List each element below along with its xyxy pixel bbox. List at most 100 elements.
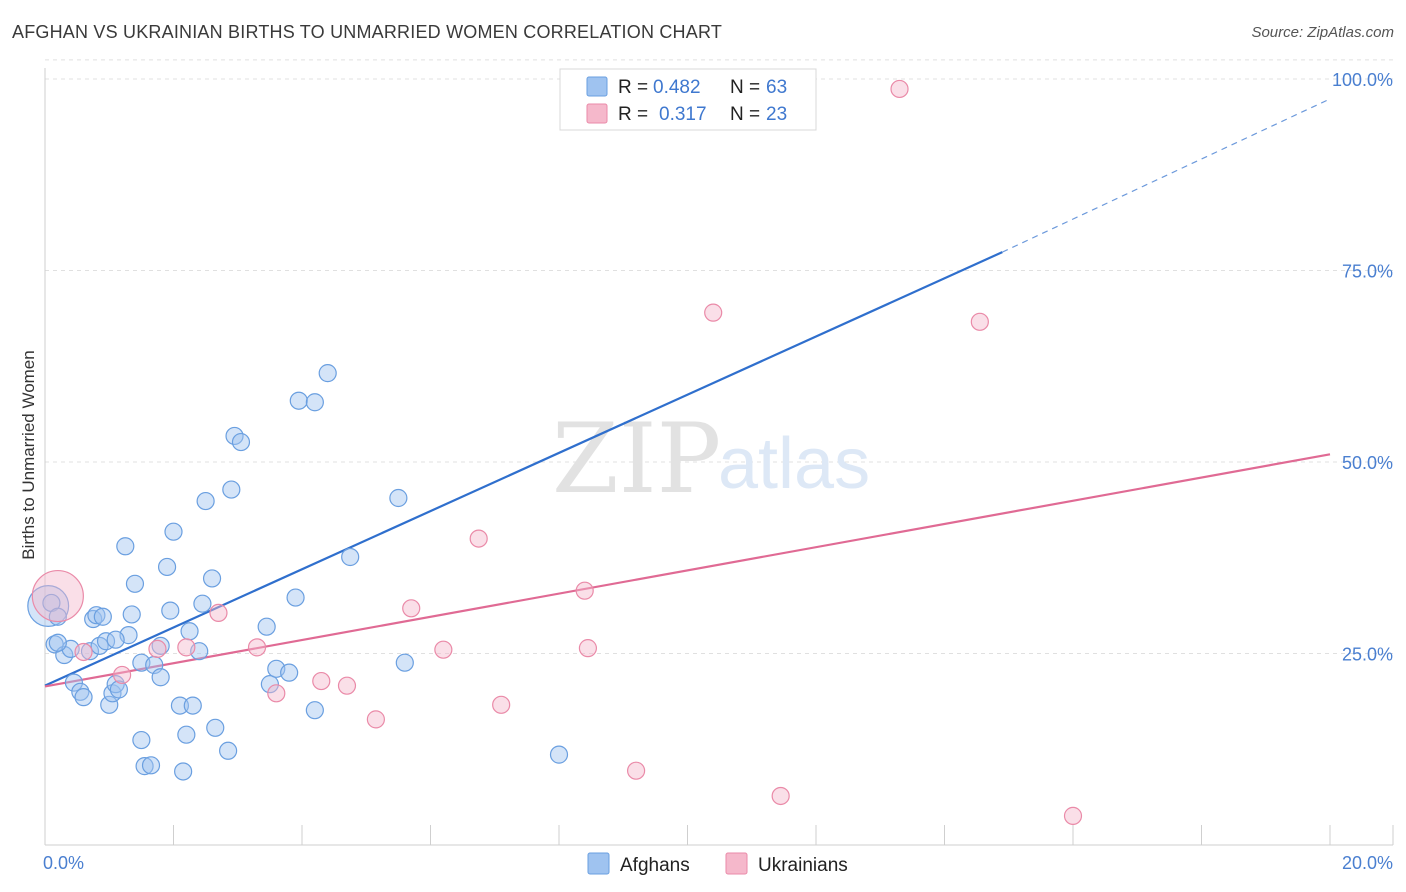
point-afghans — [151, 668, 170, 687]
point-afghans — [132, 730, 151, 750]
point-ukrainians — [402, 599, 421, 618]
point-ukrainians — [112, 665, 132, 685]
point-afghans — [125, 574, 145, 593]
legend-n-value: 63 — [766, 77, 787, 98]
point-ukrainians — [337, 676, 357, 695]
point-ukrainians — [469, 529, 488, 548]
point-afghans — [196, 491, 215, 511]
point-ukrainians — [177, 638, 196, 657]
legend-label-ukrainians: Ukrainians — [758, 855, 848, 876]
point-ukrainians — [575, 581, 594, 600]
point-afghans — [395, 653, 414, 672]
point-ukrainians — [1063, 806, 1083, 825]
point-ukrainians — [626, 761, 646, 780]
point-afghans — [106, 675, 125, 694]
x-tick-label: 20.0% — [1342, 853, 1393, 873]
point-afghans — [219, 741, 238, 760]
point-ukrainians — [366, 710, 385, 729]
point-afghans — [74, 688, 93, 707]
point-ukrainians — [267, 684, 286, 703]
watermark: ZIP atlas — [552, 403, 870, 515]
point-ukrainians — [247, 638, 267, 657]
point-ukrainians — [890, 79, 909, 99]
point-afghans — [164, 522, 183, 541]
legend-swatch-ukrainians — [725, 852, 748, 875]
point-ukrainians — [148, 639, 167, 659]
point-afghans — [106, 630, 125, 649]
legend-swatch-afghans — [586, 76, 608, 97]
point-afghans — [206, 718, 225, 737]
axes — [44, 68, 1394, 846]
point-ukrainians — [74, 642, 93, 662]
point-afghans — [193, 594, 212, 613]
point-afghans — [161, 601, 180, 620]
watermark-atlas: atlas — [718, 424, 870, 504]
point-ukrainians — [434, 640, 453, 659]
source-label: Source: ZipAtlas.com — [1251, 24, 1394, 41]
data-points — [27, 79, 1083, 825]
y-tick-label: 50.0% — [1342, 453, 1393, 473]
chart-title: AFGHAN VS UKRAINIAN BIRTHS TO UNMARRIED … — [12, 22, 723, 42]
point-ukrainians — [492, 695, 511, 714]
point-ukrainians — [704, 303, 723, 322]
trend-lines — [44, 98, 1331, 688]
trendline-ukrainians — [44, 453, 1331, 688]
point-afghans — [389, 488, 408, 508]
point-afghans — [27, 585, 70, 628]
point-afghans — [174, 762, 193, 781]
point-afghans — [116, 537, 135, 556]
x-tick-labels: 0.0% 20.0% — [43, 853, 1393, 873]
legend-n-label: N = — [730, 104, 760, 125]
point-afghans — [286, 588, 305, 607]
point-afghans — [549, 745, 569, 764]
point-afghans — [109, 680, 128, 699]
trendline-afghans — [44, 251, 1003, 687]
point-afghans — [318, 364, 337, 383]
point-afghans — [257, 617, 276, 636]
y-tick-label: 25.0% — [1342, 645, 1393, 665]
y-tick-label: 100.0% — [1332, 70, 1393, 90]
point-afghans — [87, 606, 106, 625]
point-afghans — [100, 695, 119, 714]
point-ukrainians — [578, 639, 598, 658]
legend-n-value: 23 — [766, 104, 787, 125]
point-afghans — [305, 393, 324, 412]
x-tick-label: 0.0% — [43, 853, 84, 873]
grid — [45, 59, 1393, 654]
point-afghans — [177, 725, 196, 744]
y-tick-label: 75.0% — [1342, 262, 1393, 282]
correlation-legend: R = 0.482 N = 63 R = 0.317 N = 23 — [559, 68, 817, 131]
point-afghans — [48, 633, 67, 652]
watermark-zip: ZIP — [552, 403, 721, 515]
point-afghans — [135, 757, 154, 776]
series-legend: Afghans Ukrainians — [587, 852, 848, 876]
point-afghans — [151, 636, 170, 655]
legend-n-label: N = — [730, 77, 760, 98]
point-afghans — [141, 756, 161, 775]
point-ukrainians — [209, 603, 228, 623]
point-afghans — [90, 636, 109, 655]
point-afghans — [202, 569, 222, 588]
point-afghans — [305, 701, 324, 720]
point-ukrainians — [312, 671, 331, 691]
legend-r-label: R = — [618, 77, 648, 98]
legend-r-label: R = — [618, 104, 648, 125]
point-afghans — [64, 673, 84, 692]
point-ukrainians — [31, 569, 84, 623]
legend-r-value: 0.317 — [659, 104, 707, 125]
point-afghans — [183, 696, 202, 715]
point-afghans — [71, 682, 90, 701]
point-afghans — [222, 480, 241, 499]
point-afghans — [80, 642, 100, 661]
point-afghans — [231, 432, 251, 452]
point-afghans — [260, 675, 279, 694]
point-ukrainians — [970, 312, 989, 331]
point-ukrainians — [771, 786, 790, 806]
trendline-extension-afghans — [1002, 98, 1331, 253]
legend-swatch-ukrainians — [586, 103, 608, 124]
point-afghans — [280, 663, 299, 682]
y-axis-title: Births to Unmarried Women — [19, 350, 38, 559]
point-afghans — [341, 547, 360, 567]
point-afghans — [122, 605, 141, 624]
